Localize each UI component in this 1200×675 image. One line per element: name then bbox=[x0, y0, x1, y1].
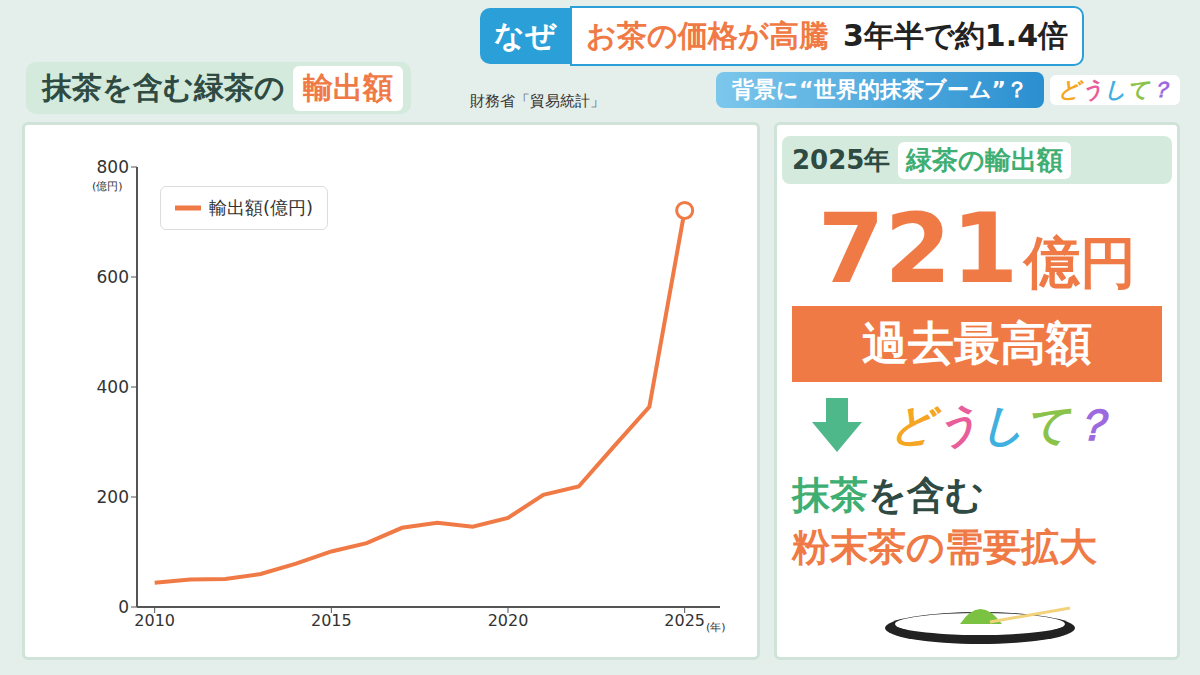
html-text:なぜ: なぜ bbox=[494, 18, 556, 53]
html-text:背景に“世界的抹茶ブーム”？: 背景に“世界的抹茶ブーム”？ bbox=[732, 77, 1028, 102]
html-text:粉末茶の需要拡大: 粉末茶の需要拡大 bbox=[792, 525, 1097, 569]
html-text:お茶の価格が高騰: お茶の価格が高騰 bbox=[586, 18, 829, 53]
svg-text:2025: 2025 bbox=[664, 611, 705, 630]
svg-text:600: 600 bbox=[97, 267, 129, 287]
html-text:2025年: 2025年 bbox=[792, 144, 891, 175]
svg-text:800: 800 bbox=[97, 157, 129, 177]
html-text:(億円): (億円) bbox=[92, 180, 123, 193]
html-text:どうして？: どうして？ bbox=[890, 399, 1114, 450]
svg-text:0: 0 bbox=[118, 597, 129, 617]
html-text:緑茶の輸出額: 緑茶の輸出額 bbox=[906, 144, 1064, 175]
svg-text:2015: 2015 bbox=[311, 611, 352, 630]
html-text:3年半で約1.4倍: 3年半で約1.4倍 bbox=[843, 18, 1068, 53]
svg-text:400: 400 bbox=[97, 377, 129, 397]
svg-text:2020: 2020 bbox=[488, 611, 529, 630]
html-text:過去最高額: 過去最高額 bbox=[862, 316, 1092, 370]
html-text:輸出額: 輸出額 bbox=[303, 69, 393, 105]
svg-text:2010: 2010 bbox=[134, 611, 175, 630]
html-text:抹茶を含む: 抹茶を含む bbox=[792, 473, 984, 517]
html-text:輸出額(億円): 輸出額(億円) bbox=[209, 197, 313, 218]
html-text:抹茶を含む緑茶の: 抹茶を含む緑茶の bbox=[42, 69, 285, 105]
html-text:財務省「貿易統計」: 財務省「貿易統計」 bbox=[470, 92, 605, 110]
html-text:(年): (年) bbox=[706, 621, 726, 634]
html-text:どうして？: どうして？ bbox=[1058, 77, 1172, 102]
svg-text:200: 200 bbox=[97, 487, 129, 507]
html-text:721億円: 721億円 bbox=[817, 193, 1137, 305]
